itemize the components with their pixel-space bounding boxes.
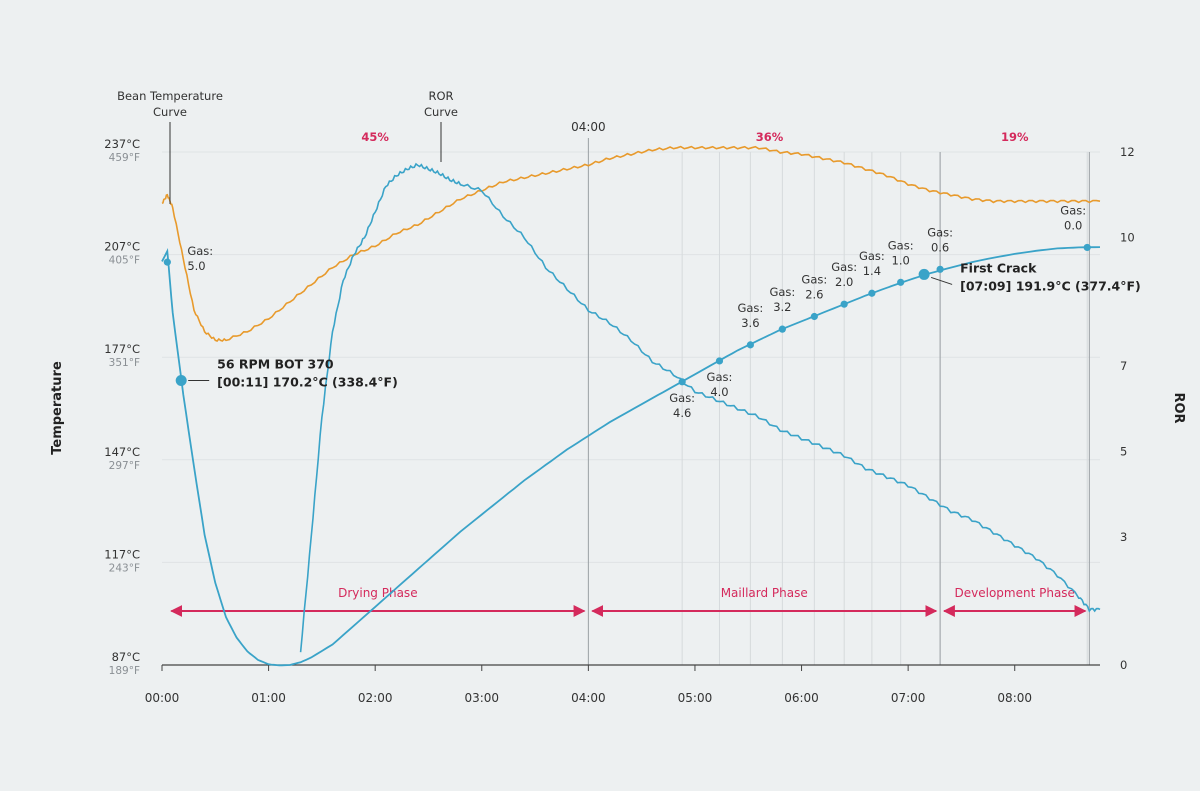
y-left-tick-f: 297°F bbox=[109, 460, 140, 472]
gas-value: 1.0 bbox=[892, 253, 910, 267]
gas-value: 0.0 bbox=[1064, 218, 1082, 232]
y-left-tick-f: 189°F bbox=[109, 665, 140, 677]
phase-percentage: 36% bbox=[756, 130, 784, 144]
y-right-tick: 10 bbox=[1120, 231, 1135, 245]
gas-label: Gas: bbox=[669, 391, 695, 405]
ror-orange-line bbox=[161, 145, 1101, 342]
event-leader bbox=[930, 276, 953, 285]
x-tick-label: 06:00 bbox=[784, 691, 819, 705]
y-right-tick: 0 bbox=[1120, 658, 1127, 672]
y-left-tick-f: 405°F bbox=[109, 255, 140, 267]
gas-marker-dot bbox=[715, 357, 724, 365]
bean-temperature-line bbox=[161, 246, 1101, 667]
y-left-tick-f: 351°F bbox=[109, 357, 140, 369]
phase-label: Maillard Phase bbox=[721, 586, 808, 600]
gas-marker-dot bbox=[810, 312, 818, 321]
event-marker-dot bbox=[918, 268, 930, 280]
y-right-tick: 7 bbox=[1120, 359, 1127, 373]
x-tick-label: 00:00 bbox=[145, 691, 180, 705]
y-left-tick-f: 243°F bbox=[109, 562, 140, 574]
gas-marker-dot bbox=[936, 265, 944, 273]
x-tick-label: 01:00 bbox=[251, 691, 286, 705]
gas-label: Gas: bbox=[859, 249, 885, 263]
gas-marker-dot bbox=[678, 378, 686, 386]
event-title: 56 RPM BOT 370 bbox=[217, 356, 334, 371]
x-tick-label: 04:00 bbox=[571, 691, 606, 705]
gas-marker-dot bbox=[163, 258, 171, 266]
ror-curve-line bbox=[299, 162, 1101, 653]
gas-value: 0.6 bbox=[931, 240, 949, 254]
event-detail: [00:11] 170.2°C (338.4°F) bbox=[217, 374, 398, 389]
curve-label-line1: Bean Temperature bbox=[117, 89, 223, 103]
x-tick-label: 02:00 bbox=[358, 691, 393, 705]
event-marker-dot bbox=[175, 374, 187, 386]
gas-label: Gas: bbox=[831, 260, 857, 274]
gas-label: Gas: bbox=[707, 370, 733, 384]
event-detail: [07:09] 191.9°C (377.4°F) bbox=[960, 278, 1141, 293]
gas-value: 5.0 bbox=[187, 259, 205, 273]
gas-value: 3.6 bbox=[741, 316, 759, 330]
gas-value: 3.2 bbox=[773, 300, 791, 314]
y-axis-right-title: ROR bbox=[1171, 392, 1186, 423]
y-left-tick-c: 207°C bbox=[104, 240, 140, 254]
phase-percentage: 45% bbox=[361, 130, 389, 144]
gas-marker-dot bbox=[778, 325, 786, 333]
gas-marker-dot bbox=[868, 289, 876, 297]
gas-label: Gas: bbox=[927, 225, 953, 239]
y-left-tick-c: 237°C bbox=[104, 137, 140, 151]
y-left-tick-c: 147°C bbox=[104, 445, 140, 459]
phase-label: Drying Phase bbox=[338, 586, 417, 600]
gas-value: 1.4 bbox=[863, 264, 881, 278]
y-right-tick: 5 bbox=[1120, 444, 1127, 458]
gas-label: Gas: bbox=[888, 238, 914, 252]
phase-percentage: 19% bbox=[1001, 130, 1029, 144]
gas-value: 4.0 bbox=[710, 385, 728, 399]
gas-label: Gas: bbox=[737, 301, 763, 315]
phase-label: Development Phase bbox=[955, 586, 1075, 600]
gas-marker-dot bbox=[897, 278, 905, 286]
gas-marker-dot bbox=[746, 341, 754, 349]
y-left-tick-c: 87°C bbox=[112, 650, 140, 664]
gas-marker-dot bbox=[840, 300, 848, 308]
x-tick-label: 08:00 bbox=[997, 691, 1032, 705]
marker-layer bbox=[163, 243, 1091, 386]
gas-label: Gas: bbox=[1060, 203, 1086, 217]
gas-value: 2.0 bbox=[835, 275, 853, 289]
gas-value: 4.6 bbox=[673, 406, 691, 420]
y-left-tick-f: 459°F bbox=[109, 152, 140, 164]
x-tick-label: 03:00 bbox=[464, 691, 499, 705]
y-left-tick-c: 117°C bbox=[104, 547, 140, 561]
y-right-tick: 12 bbox=[1120, 145, 1135, 159]
gas-label: Gas: bbox=[801, 273, 827, 287]
x-tick-label: 07:00 bbox=[891, 691, 926, 705]
phase-layer: Drying Phase Maillard Phase Development Ph… bbox=[170, 586, 1087, 617]
curve-label-line1: ROR bbox=[428, 89, 453, 103]
y-left-tick-c: 177°C bbox=[104, 342, 140, 356]
gas-label: Gas: bbox=[769, 285, 795, 299]
curve-label-line2: Curve bbox=[153, 105, 187, 119]
event-title: First Crack bbox=[960, 260, 1037, 275]
top-time-label: 04:00 bbox=[571, 120, 606, 134]
curve-layer bbox=[161, 145, 1101, 667]
gas-value: 2.6 bbox=[805, 288, 823, 302]
y-right-tick: 3 bbox=[1120, 530, 1127, 544]
gas-marker-dot bbox=[1083, 243, 1091, 252]
x-tick-label: 05:00 bbox=[678, 691, 713, 705]
gas-label: Gas: bbox=[187, 244, 213, 258]
y-axis-left-title: Temperature bbox=[50, 361, 65, 455]
curve-label-line2: Curve bbox=[424, 105, 458, 119]
grid-layer bbox=[161, 138, 1100, 671]
